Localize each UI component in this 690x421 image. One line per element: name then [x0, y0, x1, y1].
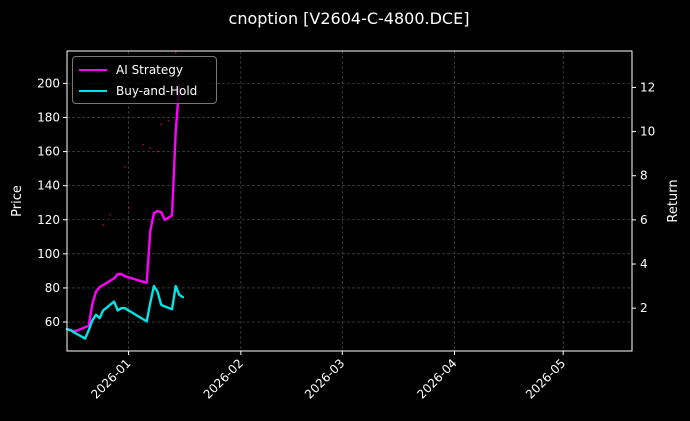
y-tick-label: 100 [37, 247, 60, 261]
y2-tick-label: 4 [640, 257, 648, 271]
legend-label-buy-and-hold: Buy-and-Hold [116, 84, 198, 98]
y-tick-label: 160 [37, 145, 60, 159]
price-marker [160, 123, 163, 126]
y-tick-label: 180 [37, 110, 60, 124]
price-marker [174, 51, 177, 54]
legend-item-ai-strategy: AI Strategy [79, 62, 183, 78]
y-tick-label: 200 [37, 76, 60, 90]
price-marker [109, 213, 112, 216]
series-line-ai-strategy [65, 83, 181, 333]
price-marker [149, 147, 152, 150]
x-tick-label: 2026-03 [302, 356, 347, 401]
price-marker [156, 150, 159, 153]
price-marker [102, 223, 105, 226]
x-tick-label: 2026-05 [523, 356, 568, 401]
y-axis-left: 60 80 100 120 140 160 180 200 [37, 76, 67, 329]
plot-frame [66, 50, 633, 352]
y2-axis-label: Return [666, 179, 681, 222]
y2-tick-label: 10 [640, 125, 655, 139]
series-lines [65, 83, 185, 340]
chart-title: cnoption [V2604-C-4800.DCE] [229, 9, 470, 28]
y-axis-label: Price [10, 185, 25, 217]
legend-swatch-ai-strategy [79, 69, 107, 71]
series-line-buy-and-hold [65, 284, 185, 340]
y2-tick-label: 2 [640, 301, 648, 315]
y-tick-label: 60 [45, 315, 60, 329]
price-marker [167, 119, 170, 122]
y-tick-label: 80 [45, 281, 60, 295]
price-markers [102, 51, 177, 226]
price-marker [127, 206, 130, 209]
y-tick-label: 140 [37, 179, 60, 193]
y-axis-right: 2 4 6 8 10 12 [632, 80, 655, 315]
y2-tick-label: 8 [640, 169, 648, 183]
x-tick-label: 2026-01 [88, 356, 133, 401]
legend-item-buy-and-hold: Buy-and-Hold [79, 83, 197, 99]
y-tick-label: 120 [37, 213, 60, 227]
y2-tick-label: 12 [640, 80, 655, 94]
x-axis: 2026-01 2026-02 2026-03 2026-04 2026-05 [88, 351, 568, 402]
legend-swatch-buy-and-hold [79, 90, 107, 92]
price-marker [124, 166, 126, 168]
y2-tick-label: 6 [640, 213, 648, 227]
price-marker [142, 143, 144, 146]
x-tick-label: 2026-04 [414, 356, 459, 401]
legend: AI Strategy Buy-and-Hold [72, 56, 217, 104]
legend-label-ai-strategy: AI Strategy [116, 63, 183, 77]
grid-lines [67, 51, 632, 351]
x-tick-label: 2026-02 [201, 356, 246, 401]
